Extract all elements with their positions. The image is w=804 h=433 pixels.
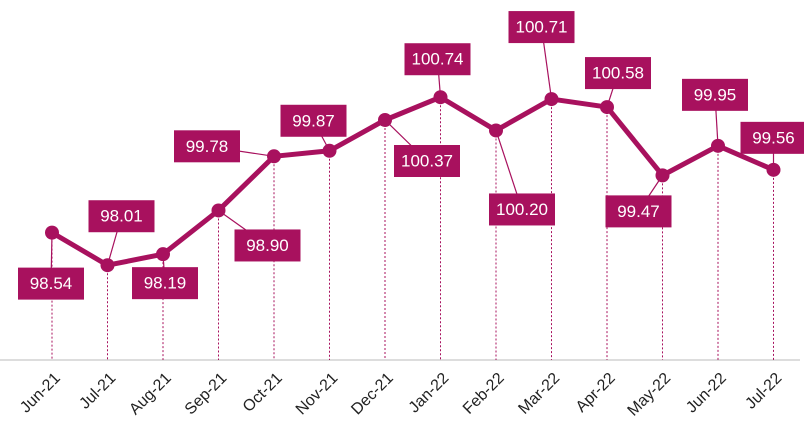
point (711, 138, 725, 153)
x-tick-label: Dec-21 (348, 370, 397, 419)
x-tick-label: Jul-22 (742, 370, 785, 413)
point (544, 92, 559, 107)
label-box (174, 130, 240, 163)
data-label: 100.37 (401, 151, 453, 170)
point (267, 149, 281, 164)
data-label: 99.78 (186, 137, 229, 156)
point (45, 225, 59, 240)
data-label: 99.47 (617, 202, 660, 221)
data-label: 98.90 (246, 236, 289, 255)
point (378, 113, 392, 127)
data-label: 98.01 (100, 207, 143, 226)
label-box (508, 11, 575, 44)
x-tick-label: Aug-21 (126, 370, 175, 419)
x-tick-label: Jul-21 (76, 370, 119, 413)
point (322, 143, 337, 158)
x-tick-label: Nov-21 (293, 370, 342, 419)
label-box (280, 104, 347, 137)
point (211, 203, 226, 218)
x-tick-label: Jun-22 (683, 370, 730, 417)
label-box (489, 193, 555, 226)
label-box (740, 121, 804, 154)
label-box (404, 43, 471, 76)
label-box (234, 229, 301, 262)
x-tick-label: Jun-21 (17, 370, 64, 417)
point (655, 168, 670, 183)
point (433, 90, 448, 105)
label-box (394, 145, 460, 177)
x-tick-label: Oct-21 (240, 370, 286, 416)
data-label: 100.58 (592, 64, 644, 83)
label-box (585, 57, 651, 90)
x-tick-label: May-22 (625, 370, 675, 420)
data-label: 100.20 (496, 200, 548, 219)
label-box (132, 267, 198, 300)
data-label: 100.74 (412, 50, 464, 69)
label-box (682, 78, 748, 111)
point (766, 162, 781, 177)
data-label: 99.56 (752, 128, 795, 147)
x-tick-label: Jan-22 (406, 370, 453, 417)
data-label: 98.19 (144, 274, 187, 293)
label-box (605, 195, 672, 228)
x-tick-label: Mar-22 (515, 370, 563, 418)
point (600, 100, 614, 115)
line (50, 94, 775, 268)
point (489, 123, 503, 138)
x-tick-label: Feb-22 (460, 370, 508, 418)
data-label: 99.87 (292, 111, 335, 130)
data-label: 98.54 (30, 274, 73, 293)
point (100, 258, 115, 273)
data-label: 99.95 (694, 85, 737, 104)
label-box (18, 267, 84, 300)
point (156, 247, 170, 262)
label-box (88, 200, 155, 233)
x-tick-label: Sep-21 (182, 370, 231, 419)
data-label: 100.71 (516, 18, 568, 37)
x-tick-label: Apr-22 (573, 370, 619, 416)
